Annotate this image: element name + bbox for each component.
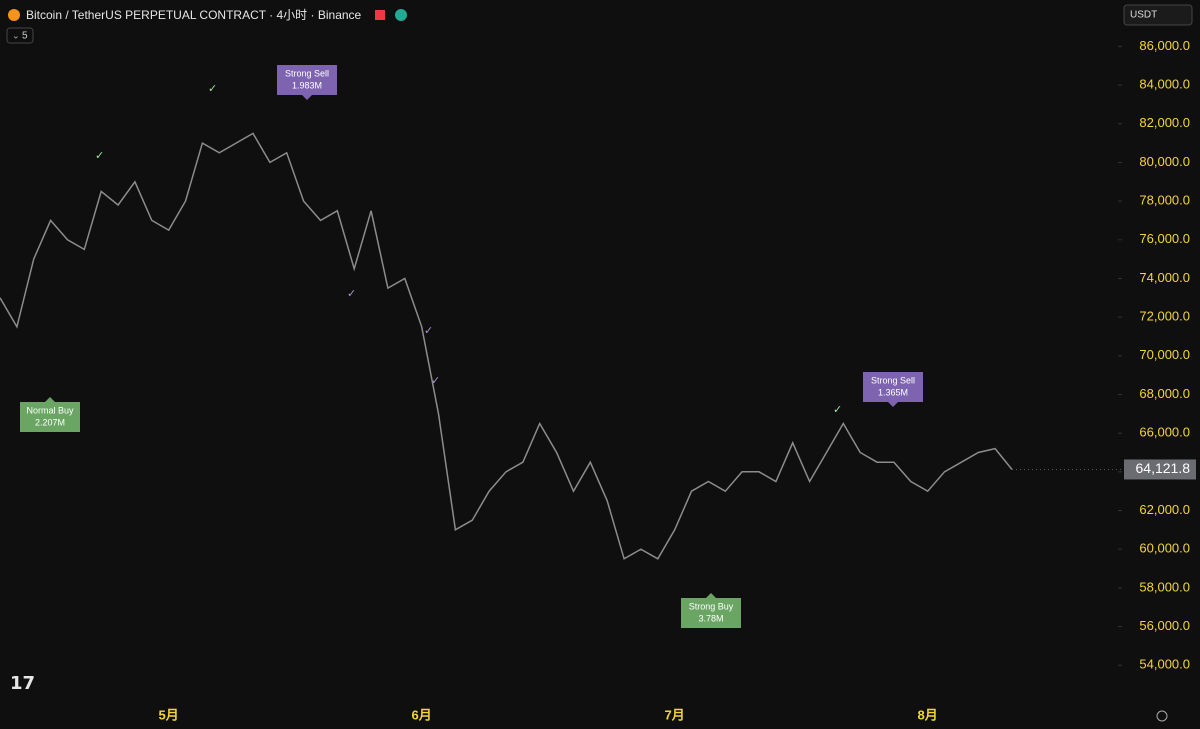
x-tick-label: 5月 bbox=[159, 707, 179, 722]
last-price-label: 64,121.8 bbox=[1136, 460, 1191, 476]
signal-checks: ✓ ✓ ✓ ✓ ✓ ✓ bbox=[95, 83, 842, 416]
signal-box bbox=[681, 598, 741, 628]
check: ✓ bbox=[95, 150, 104, 162]
y-tick-label: 78,000.0 bbox=[1139, 193, 1190, 208]
y-tick-label: 82,000.0 bbox=[1139, 115, 1190, 130]
x-tick-label: 7月 bbox=[665, 707, 685, 722]
y-tick-label: 62,000.0 bbox=[1139, 502, 1190, 517]
signal-pointer bbox=[888, 402, 898, 407]
check: ✓ bbox=[431, 375, 440, 387]
symbol-title[interactable]: Bitcoin / TetherUS PERPETUAL CONTRACT · … bbox=[26, 8, 362, 22]
price-line bbox=[0, 132, 1013, 560]
y-tick-label: 74,000.0 bbox=[1139, 270, 1190, 285]
indicator-toggle[interactable] bbox=[6, 27, 34, 44]
flag-icon[interactable] bbox=[375, 10, 385, 20]
signal-title: Normal Buy bbox=[26, 405, 74, 415]
last-price-box bbox=[1124, 459, 1196, 480]
signal-amount: 1.365M bbox=[878, 387, 908, 397]
signal-title: Strong Sell bbox=[871, 375, 915, 385]
y-tick-label: 60,000.0 bbox=[1139, 541, 1190, 556]
status-icon bbox=[395, 9, 407, 21]
signal-pointer bbox=[706, 593, 716, 598]
currency: USDT bbox=[1130, 10, 1157, 21]
y-tick-label: 66,000.0 bbox=[1139, 425, 1190, 440]
check: ✓ bbox=[208, 83, 217, 95]
signal-label: Strong Buy 3.78M bbox=[681, 593, 741, 628]
x-tick-label: 8月 bbox=[918, 707, 938, 722]
chevron: ⌄ bbox=[12, 30, 20, 40]
signal-box bbox=[277, 65, 337, 95]
signal-label: Normal Buy 2.207M bbox=[20, 397, 80, 432]
signal-pointer bbox=[45, 397, 55, 402]
signal-amount: 3.78M bbox=[698, 613, 723, 623]
x-tick-label: 6月 bbox=[412, 707, 432, 722]
y-tick-label: 70,000.0 bbox=[1139, 347, 1190, 362]
settings-icon[interactable] bbox=[1156, 710, 1168, 722]
signal-box bbox=[20, 402, 80, 432]
signal-amount: 2.207M bbox=[35, 417, 65, 427]
check: ✓ bbox=[424, 325, 433, 337]
signal-amount: 1.983M bbox=[292, 80, 322, 90]
check: ✓ bbox=[347, 288, 356, 300]
y-tick-label: 56,000.0 bbox=[1139, 618, 1190, 633]
currency-select[interactable] bbox=[1123, 4, 1193, 26]
check: ✓ bbox=[833, 404, 842, 416]
signal-title: Strong Buy bbox=[689, 601, 734, 611]
signal-label: Strong Sell 1.983M bbox=[277, 65, 337, 100]
y-tick-label: 86,000.0 bbox=[1139, 38, 1190, 53]
indicator-count: 5 bbox=[22, 31, 28, 42]
y-tick-label: 58,000.0 bbox=[1139, 579, 1190, 594]
y-tick-label: 68,000.0 bbox=[1139, 386, 1190, 401]
signal-box bbox=[863, 372, 923, 402]
y-tick-label: 80,000.0 bbox=[1139, 154, 1190, 169]
tv-logo[interactable]: 𝟭𝟳 bbox=[10, 673, 35, 693]
y-tick-label: 54,000.0 bbox=[1139, 657, 1190, 672]
signal-pointer bbox=[302, 95, 312, 100]
coin-icon bbox=[8, 9, 20, 21]
y-tick-label: 72,000.0 bbox=[1139, 309, 1190, 324]
y-tick-label: 84,000.0 bbox=[1139, 77, 1190, 92]
y-tick-label: 76,000.0 bbox=[1139, 231, 1190, 246]
signal-label: Strong Sell 1.365M bbox=[863, 372, 923, 407]
signal-title: Strong Sell bbox=[285, 68, 329, 78]
